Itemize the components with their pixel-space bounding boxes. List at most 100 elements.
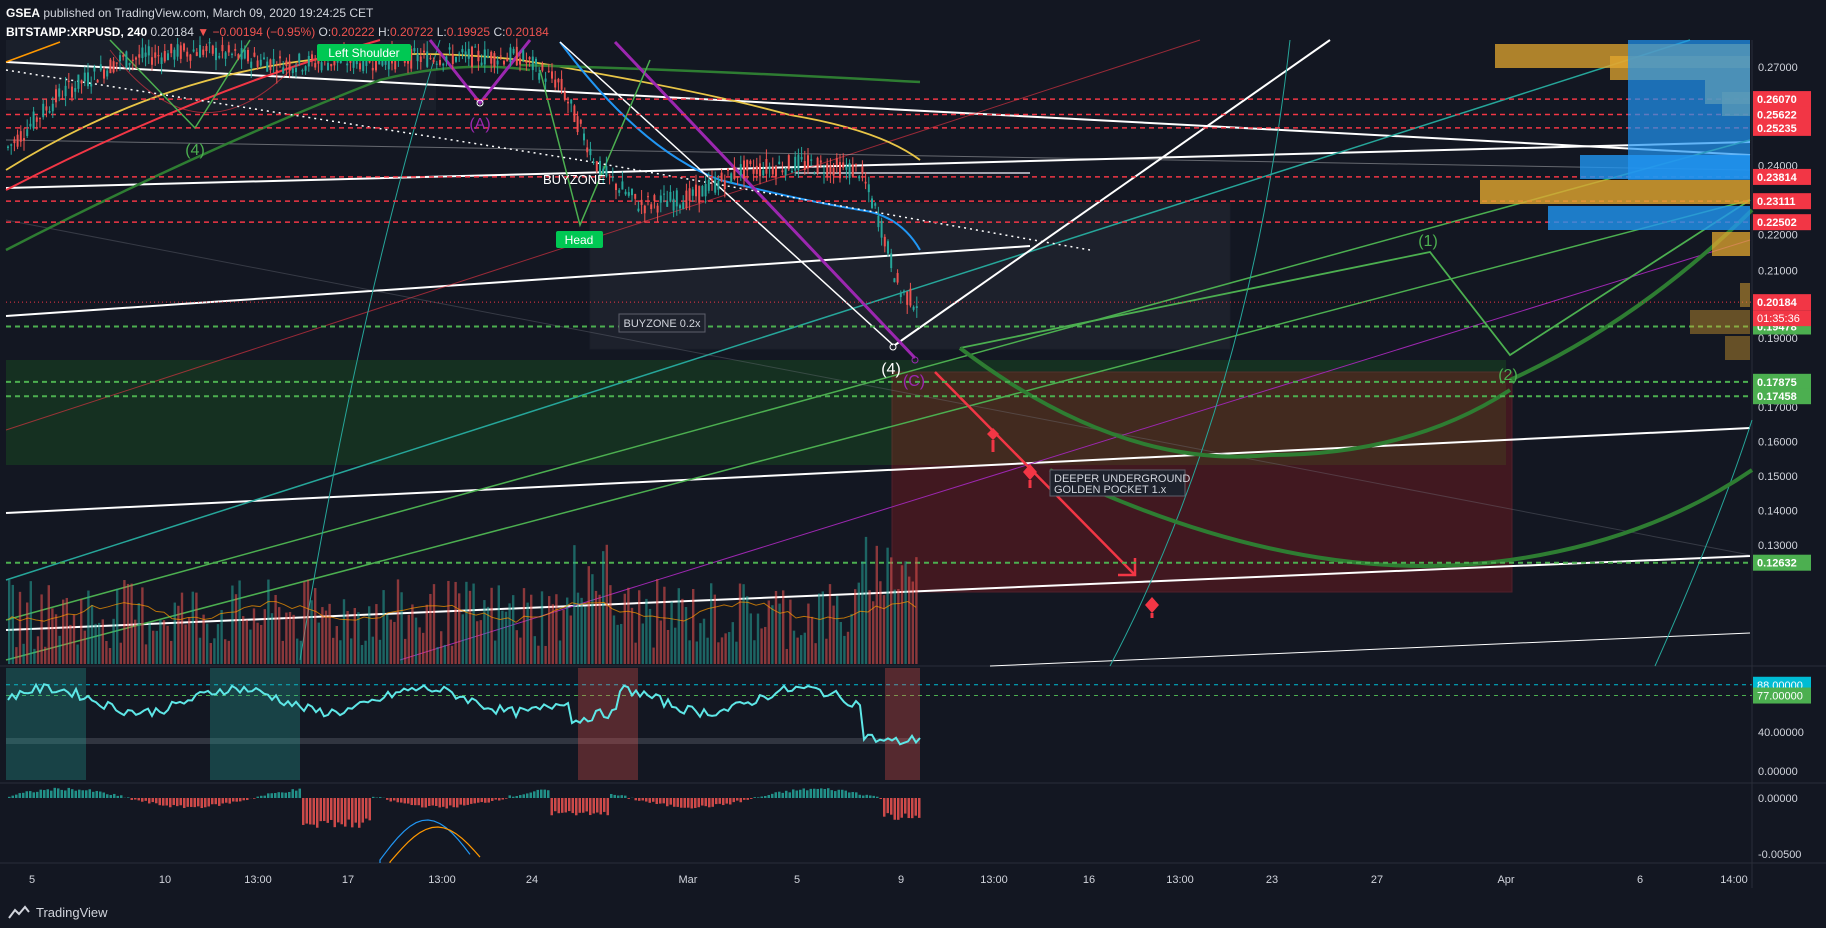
countdown-badge[interactable]: [1753, 310, 1811, 327]
volume-bar: [206, 623, 209, 664]
candle-body: [266, 61, 269, 72]
candle-body: [503, 60, 505, 65]
price-level-badge[interactable]: [1753, 214, 1811, 231]
price-level-badge[interactable]: [1753, 106, 1811, 123]
volume-bar: [29, 581, 32, 664]
volume-bar: [40, 594, 43, 664]
tradingview-footer[interactable]: TradingView: [8, 902, 108, 922]
candle-body: [861, 166, 864, 174]
candle-body: [781, 170, 784, 173]
volume-bar: [22, 643, 25, 664]
volume-bar: [504, 611, 508, 664]
volume-bar: [216, 624, 220, 664]
price-level-badge[interactable]: [1753, 294, 1811, 311]
macd-histogram-bar: [463, 798, 466, 806]
volume-bar: [479, 620, 482, 664]
candle-body: [768, 166, 771, 170]
time-tick-label: 9: [898, 874, 904, 886]
candle-body: [765, 159, 768, 174]
price-level-badge[interactable]: [1753, 168, 1811, 185]
volume-bar: [177, 605, 180, 664]
candle-body: [461, 48, 464, 53]
candle-body: [320, 62, 323, 71]
time-tick-label: 27: [1371, 874, 1383, 886]
wave-4-point: [889, 343, 897, 351]
macd-histogram-bar: [396, 798, 399, 803]
deeper-underground-line2: GOLDEN POCKET 1.x: [1054, 484, 1167, 496]
price-level-badge[interactable]: [1753, 91, 1811, 108]
macd-histogram-bar: [347, 798, 350, 820]
candle-body: [896, 273, 899, 283]
volume-bar: [440, 631, 443, 664]
candle-body: [663, 193, 665, 195]
volume-bar: [18, 591, 22, 664]
macd-histogram-bar: [575, 798, 578, 816]
annotations[interactable]: Left Shoulder Head BUYZONE BUYZONE 0.2x …: [185, 44, 1518, 497]
symbol-label[interactable]: BITSTAMP:XRPUSD, 240: [6, 25, 148, 39]
volume-bar: [353, 607, 356, 664]
rsi-indicator: [6, 668, 1752, 780]
head-tag[interactable]: [556, 231, 603, 248]
macd-histogram-bar: [526, 793, 529, 798]
candle-body: [154, 52, 157, 58]
macd-histogram-bar: [764, 796, 767, 798]
volume-bar: [591, 574, 594, 664]
macd-histogram-bar: [179, 798, 182, 806]
macd-histogram-bar: [438, 798, 441, 808]
left-shoulder-tag[interactable]: [317, 44, 411, 61]
volume-bar: [584, 606, 587, 664]
price-level-badge[interactable]: [1753, 193, 1811, 210]
volume-bar: [396, 579, 400, 664]
candle-body: [336, 60, 339, 63]
macd-histogram-bar: [305, 798, 308, 824]
macd-histogram-bar: [519, 795, 522, 798]
macd-histogram-bar: [99, 791, 102, 798]
rsi-level-label: 77.00000: [1757, 691, 1803, 703]
projection-arrows: [934, 371, 1159, 618]
publisher-name[interactable]: GSEA: [6, 6, 41, 20]
volume-bar: [188, 617, 191, 664]
candle-body: [595, 161, 598, 171]
price-level-badge[interactable]: [1753, 373, 1811, 390]
volume-bar: [234, 594, 238, 664]
price-level-badge[interactable]: [1753, 554, 1811, 571]
candle-body: [871, 198, 873, 208]
macd-histogram-bar: [666, 798, 669, 807]
macd-histogram-bar: [64, 790, 67, 798]
macd-histogram-bar: [410, 798, 413, 806]
candle-body: [627, 192, 630, 196]
macd-histogram-bar: [186, 798, 189, 807]
buyzone-box-tag[interactable]: [618, 313, 706, 333]
macd-histogram-bar: [403, 798, 406, 804]
macd-histogram-bar: [291, 789, 294, 798]
volume-profile: [1480, 40, 1750, 360]
macd-histogram-bar: [228, 798, 231, 804]
rsi-level-badge[interactable]: [1753, 687, 1811, 704]
volume-bar: [882, 595, 886, 664]
candle-body: [602, 168, 605, 174]
macd-histogram-bar: [508, 795, 511, 798]
macd-histogram-bar: [165, 798, 168, 806]
tradingview-brand: TradingView: [36, 904, 108, 920]
candle-body: [803, 161, 806, 170]
macd-histogram-bar: [648, 798, 651, 803]
volume-profile-row: [1480, 180, 1750, 204]
macd-histogram-bar: [729, 798, 732, 805]
candle-body: [272, 58, 275, 64]
price-axis-labels[interactable]: 0.270000.250000.240000.220000.210000.190…: [1753, 62, 1811, 571]
macd-histogram-bar: [477, 798, 480, 803]
candle-body: [445, 56, 448, 61]
candle-body: [755, 165, 758, 175]
candle-body: [771, 166, 774, 175]
main-pane[interactable]: [0, 40, 1750, 665]
price-level-badge[interactable]: [1753, 119, 1811, 136]
macd-histogram-bar: [718, 798, 721, 804]
candle-body: [42, 103, 45, 118]
candle-body: [791, 170, 793, 173]
wave-2-label: (2): [1498, 367, 1518, 384]
open-value: 0.20222: [331, 25, 375, 39]
time-axis-labels[interactable]: 5 10 13:00 17 13:00 24 Mar 5 9 13:00 16 13:00 23 27 Ap…: [29, 874, 1748, 886]
price-level-badge[interactable]: [1753, 388, 1811, 405]
deeper-underground-tag[interactable]: [1049, 469, 1186, 497]
